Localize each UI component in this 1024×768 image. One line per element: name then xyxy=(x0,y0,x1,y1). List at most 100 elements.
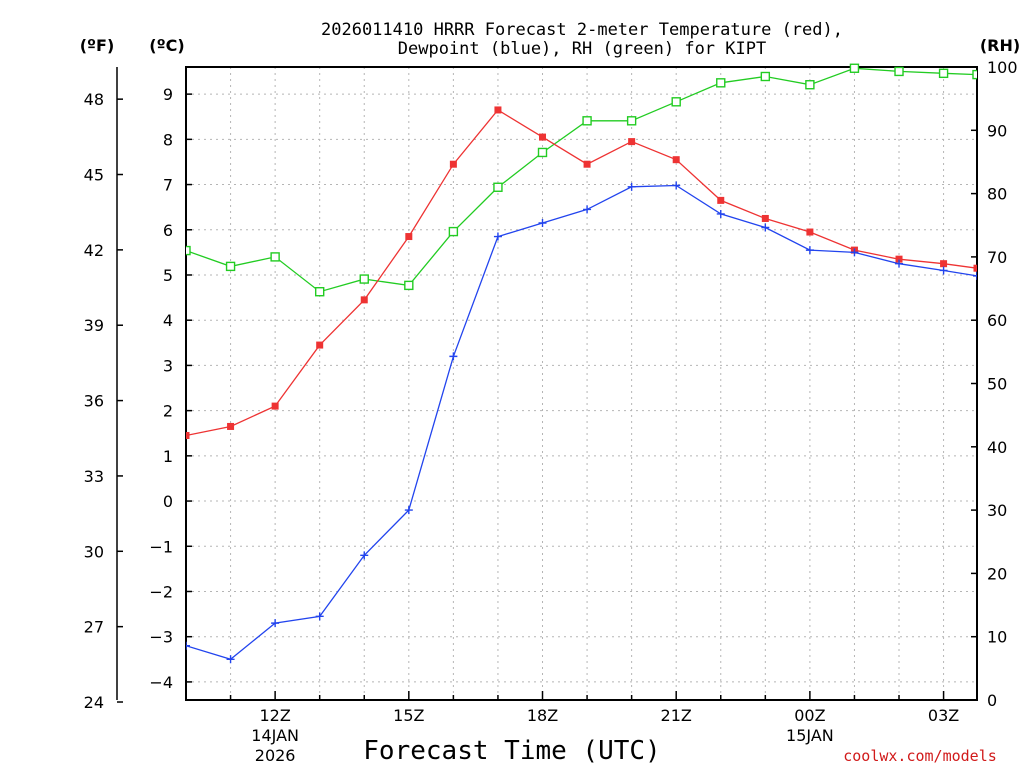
celsius-tick-label: 4 xyxy=(163,311,173,330)
rh-point xyxy=(849,63,860,73)
rh-tick-label: 0 xyxy=(987,691,997,710)
rh-point xyxy=(760,71,771,82)
dewpoint-point xyxy=(315,612,324,621)
2-meter-temperature-point xyxy=(761,214,769,222)
fahrenheit-tick-label: 45 xyxy=(84,166,104,185)
rh-point xyxy=(626,116,637,126)
fahrenheit-tick-label: 48 xyxy=(84,90,104,109)
celsius-tick-label: 6 xyxy=(163,221,173,240)
celsius-unit-label: (ºC) xyxy=(149,36,184,55)
fahrenheit-tick-label: 39 xyxy=(84,316,104,335)
rh-point xyxy=(225,261,236,272)
celsius-tick-label: 2 xyxy=(163,402,173,421)
2-meter-temperature-point xyxy=(539,133,547,141)
fahrenheit-tick-label: 42 xyxy=(84,241,104,260)
rh-tick-label: 80 xyxy=(987,185,1007,204)
rh-tick-label: 60 xyxy=(987,311,1007,330)
celsius-tick-label: 3 xyxy=(163,356,173,375)
celsius-tick-label: −2 xyxy=(149,582,173,601)
chart-title-line2: Dewpoint (blue), RH (green) for KIPT xyxy=(398,39,766,59)
dewpoint-point xyxy=(850,248,859,257)
2-meter-temperature-point xyxy=(973,264,977,272)
dewpoint-point xyxy=(583,205,592,214)
fahrenheit-tick-label: 27 xyxy=(84,618,104,637)
rh-tick-label: 10 xyxy=(987,628,1007,647)
rh-point xyxy=(186,245,191,256)
dewpoint-point xyxy=(939,266,948,275)
2-meter-temperature-point xyxy=(449,160,457,168)
fahrenheit-tick-label: 33 xyxy=(84,467,104,486)
x-tick-label: 12Z xyxy=(259,706,290,725)
rh-tick-label: 20 xyxy=(987,564,1007,583)
2-meter-temperature-point xyxy=(271,402,279,410)
rh-point xyxy=(537,147,548,158)
dewpoint-point xyxy=(226,655,235,664)
series-clip-group xyxy=(186,63,977,664)
2-meter-temperature-point xyxy=(940,260,948,268)
dewpoint-line xyxy=(186,184,977,661)
rh-tick-label: 50 xyxy=(987,375,1007,394)
2-meter-temperature-point xyxy=(227,422,235,430)
rh-point xyxy=(582,116,592,126)
rh-point xyxy=(404,280,414,291)
fahrenheit-tick-label: 36 xyxy=(84,392,104,411)
rh-tick-label: 70 xyxy=(987,248,1007,267)
celsius-tick-label: 5 xyxy=(163,266,173,285)
rh-tick-label: 40 xyxy=(987,438,1007,457)
dewpoint-point xyxy=(538,218,547,227)
rh-point xyxy=(805,80,815,90)
dewpoint-point xyxy=(761,223,770,232)
rh-point xyxy=(894,66,904,77)
rh-point xyxy=(270,252,280,262)
rh-point xyxy=(972,69,977,80)
2-meter-temperature-point xyxy=(717,196,725,204)
rh-point xyxy=(359,274,369,284)
2-meter-temperature-point xyxy=(672,156,680,164)
celsius-tick-label: −4 xyxy=(149,673,173,692)
celsius-tick-label: −1 xyxy=(149,537,173,556)
x-tick-label: 03Z xyxy=(928,706,959,725)
x-tick-year-label: 2026 xyxy=(255,746,296,765)
dewpoint-point xyxy=(672,181,681,190)
dewpoint-point xyxy=(627,182,636,191)
dewpoint-point xyxy=(186,641,190,650)
x-tick-label: 15Z xyxy=(393,706,424,725)
rh-point xyxy=(448,226,459,237)
x-tick-label: 00Z xyxy=(794,706,825,725)
2-meter-temperature-point xyxy=(895,255,903,263)
celsius-tick-label: 1 xyxy=(163,447,173,466)
dewpoint-point xyxy=(493,232,502,241)
chart-title-line1: 2026011410 HRRR Forecast 2-meter Tempera… xyxy=(321,20,843,40)
celsius-tick-label: 7 xyxy=(163,176,173,195)
2-meter-temperature-point xyxy=(806,228,814,236)
rh-point xyxy=(938,68,949,79)
2-meter-temperature-point xyxy=(186,431,190,439)
celsius-tick-label: 0 xyxy=(163,492,173,511)
dewpoint-point xyxy=(271,619,280,628)
x-tick-label: 21Z xyxy=(661,706,692,725)
rh-line xyxy=(186,67,977,293)
rh-point xyxy=(314,287,325,297)
rh-point xyxy=(671,97,681,107)
celsius-tick-label: 8 xyxy=(163,130,173,149)
dewpoint-point xyxy=(716,209,725,218)
dewpoint-point xyxy=(973,271,977,280)
x-axis-label: Forecast Time (UTC) xyxy=(363,736,660,766)
rh-tick-label: 100 xyxy=(987,58,1018,77)
x-tick-label: 18Z xyxy=(527,706,558,725)
x-tick-date-label: 15JAN xyxy=(786,726,834,745)
rh-tick-label: 90 xyxy=(987,121,1007,140)
dewpoint-point xyxy=(360,551,369,560)
2-meter-temperature-point xyxy=(405,233,413,241)
credit-text: coolwx.com/models xyxy=(843,747,997,765)
fahrenheit-unit-label: (ºF) xyxy=(80,36,115,55)
plot-frame xyxy=(185,66,978,701)
dewpoint-point xyxy=(449,352,458,361)
data-series xyxy=(186,63,977,664)
rh-point xyxy=(493,182,503,192)
grid-lines xyxy=(186,67,977,700)
x-tick-date-label: 14JAN xyxy=(251,726,299,745)
2-meter-temperature-point xyxy=(583,160,591,168)
2-meter-temperature-point xyxy=(360,296,368,304)
